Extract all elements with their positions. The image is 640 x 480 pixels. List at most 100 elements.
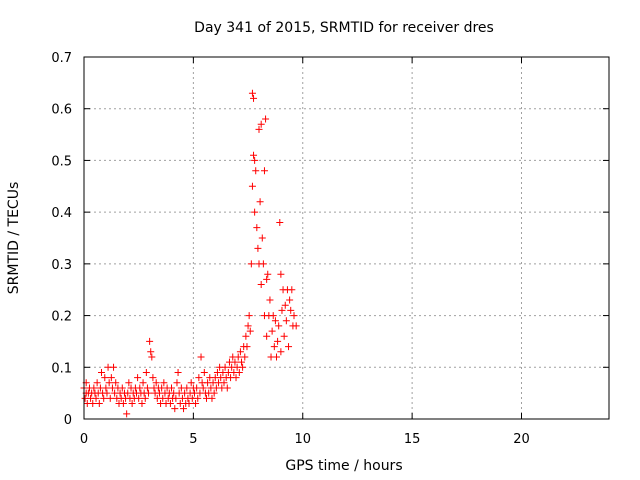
data-point [98,368,105,376]
data-point [287,306,295,314]
grid-lines [84,57,609,419]
data-point [268,327,276,335]
x-tick-label: 10 [294,432,311,447]
data-point [259,260,267,268]
data-point [254,244,262,252]
data-point [253,224,261,232]
chart-title: Day 341 of 2015, SRMTID for receiver dre… [194,20,494,36]
data-point [245,312,253,320]
data-point [280,332,288,340]
data-point [100,394,108,402]
data-point [107,374,115,382]
data-point [185,399,193,407]
data-point [221,363,229,371]
data-point [256,198,264,206]
data-point [263,275,271,283]
data-point [255,125,263,133]
data-point [210,389,218,397]
data-point [278,306,286,314]
data-point [187,379,195,387]
data-point [270,343,278,351]
y-tick-label: 0.7 [51,51,72,66]
data-point [142,368,150,376]
data-point [128,399,136,407]
data-point [276,218,284,226]
data-point [112,379,120,387]
data-point [105,379,113,387]
data-point [271,317,279,325]
data-point [232,374,240,382]
y-tick-label: 0.3 [51,258,72,273]
data-point [262,115,270,123]
data-point [149,374,157,382]
data-point [266,296,274,304]
data-point [145,389,153,397]
data-point [231,358,239,366]
data-point [147,348,155,356]
data-point [244,322,252,330]
data-point [125,379,133,387]
data-point [286,296,294,304]
data-point [136,384,144,392]
data-point [160,379,168,387]
data-point [260,167,268,175]
data-point [251,208,259,216]
data-point [146,337,154,345]
data-point [239,363,247,371]
data-point [173,379,181,387]
data-point [166,399,174,407]
data-point [171,405,179,413]
data-point [148,353,156,361]
data-point [135,394,143,402]
data-point [199,384,207,392]
x-tick-label: 0 [80,432,88,447]
x-axis-title: GPS time / hours [285,458,402,474]
data-point [89,399,97,407]
axis-ticks [83,56,609,420]
y-tick-label: 0.6 [51,103,72,118]
y-tick-label: 0.2 [51,310,72,325]
data-point [264,270,272,278]
data-point [288,286,296,294]
data-point [168,384,175,392]
data-point [138,399,146,407]
data-point [257,281,265,289]
data-point [235,368,243,376]
data-point [277,270,285,278]
data-point [285,343,293,351]
data-point [141,394,149,402]
y-tick-label: 0.5 [51,154,72,169]
data-point [174,368,182,376]
data-point [247,260,255,268]
data-point [246,327,254,335]
data-point [194,394,202,402]
data-point [90,384,98,392]
data-point [110,363,118,371]
data-point [200,368,208,376]
data-point [123,410,131,418]
data-point [134,374,142,382]
data-point [281,301,289,309]
data-point [118,384,126,392]
data-point [92,394,100,402]
data-point [252,167,260,175]
data-point [143,384,151,392]
data-point [251,156,259,164]
data-point [258,234,266,242]
data-point [101,374,109,382]
data-point [95,399,103,407]
y-tick-label: 0 [64,413,72,428]
data-point [282,317,290,325]
data-point [269,312,277,320]
data-point [220,379,228,387]
data-point [290,312,298,320]
data-point [183,384,191,392]
data-point [277,348,285,356]
y-tick-label: 0.4 [51,206,72,221]
data-point [248,182,256,190]
plot-frame [83,56,610,420]
data-point [250,151,258,159]
data-point [106,394,114,402]
data-point [236,348,244,356]
